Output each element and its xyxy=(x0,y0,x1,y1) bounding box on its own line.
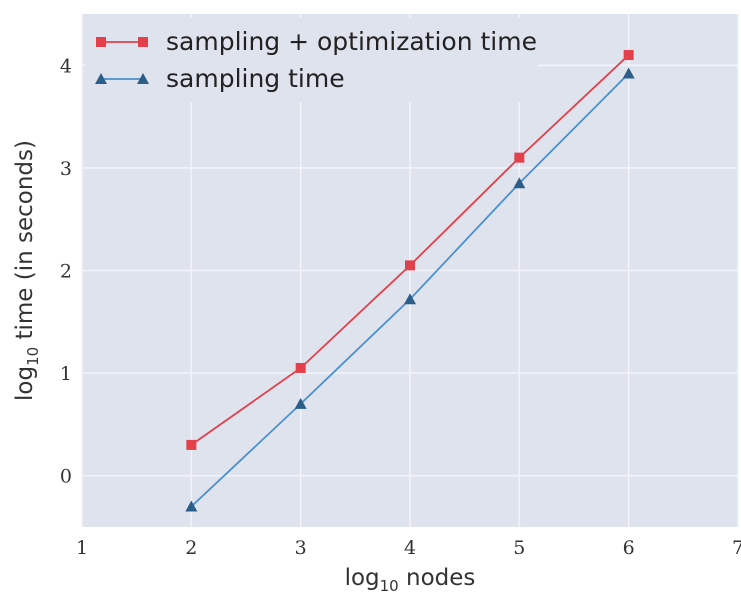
y-axis-label-log: log xyxy=(12,366,38,401)
legend: sampling + optimization time sampling tim… xyxy=(86,18,538,102)
y-tick-label: 1 xyxy=(60,363,72,385)
legend-box xyxy=(86,18,538,102)
data-point xyxy=(405,260,415,271)
legend-marker xyxy=(96,37,106,47)
data-point xyxy=(514,152,525,163)
legend-label: sampling time xyxy=(166,64,345,93)
series-layer xyxy=(185,50,635,512)
x-axis-label-text: nodes xyxy=(399,565,476,591)
legend-marker xyxy=(137,73,149,84)
x-tick-label: 1 xyxy=(76,537,88,559)
y-tick-label: 4 xyxy=(60,55,72,77)
legend-marker xyxy=(138,37,148,47)
series-1 xyxy=(186,50,634,450)
x-tick-label: 6 xyxy=(623,537,635,559)
legend-item: sampling time xyxy=(95,64,345,93)
y-axis-label-text: time (in seconds) xyxy=(12,140,38,347)
y-axis-label: log10 time (in seconds) xyxy=(12,140,42,401)
data-point xyxy=(513,177,526,189)
x-tick-label: 3 xyxy=(295,537,307,559)
x-tick-label: 4 xyxy=(404,537,416,559)
y-tick-label: 3 xyxy=(60,158,72,180)
y-tick-label: 2 xyxy=(60,261,72,283)
data-point xyxy=(404,293,416,305)
x-axis-label-subscript: 10 xyxy=(380,577,399,595)
data-point xyxy=(185,500,198,512)
legend-item: sampling + optimization time xyxy=(96,27,537,56)
data-point xyxy=(622,67,635,79)
data-point xyxy=(186,439,197,450)
x-axis-label-log: log xyxy=(345,565,380,591)
legend-marker xyxy=(95,73,107,84)
data-point xyxy=(295,362,306,373)
series-2 xyxy=(185,67,635,512)
legend-label: sampling + optimization time xyxy=(166,27,537,56)
tick-labels: 1 2 3 4 5 6 7 0 1 2 3 4 xyxy=(60,55,741,559)
data-point xyxy=(623,50,634,61)
data-point xyxy=(294,397,307,409)
y-tick-label: 0 xyxy=(60,466,72,488)
x-axis-label: log10 nodes xyxy=(345,565,476,595)
x-tick-label: 7 xyxy=(732,537,741,559)
x-tick-label: 2 xyxy=(185,537,197,559)
x-tick-label: 5 xyxy=(513,537,525,559)
y-axis-label-subscript: 10 xyxy=(24,347,42,366)
